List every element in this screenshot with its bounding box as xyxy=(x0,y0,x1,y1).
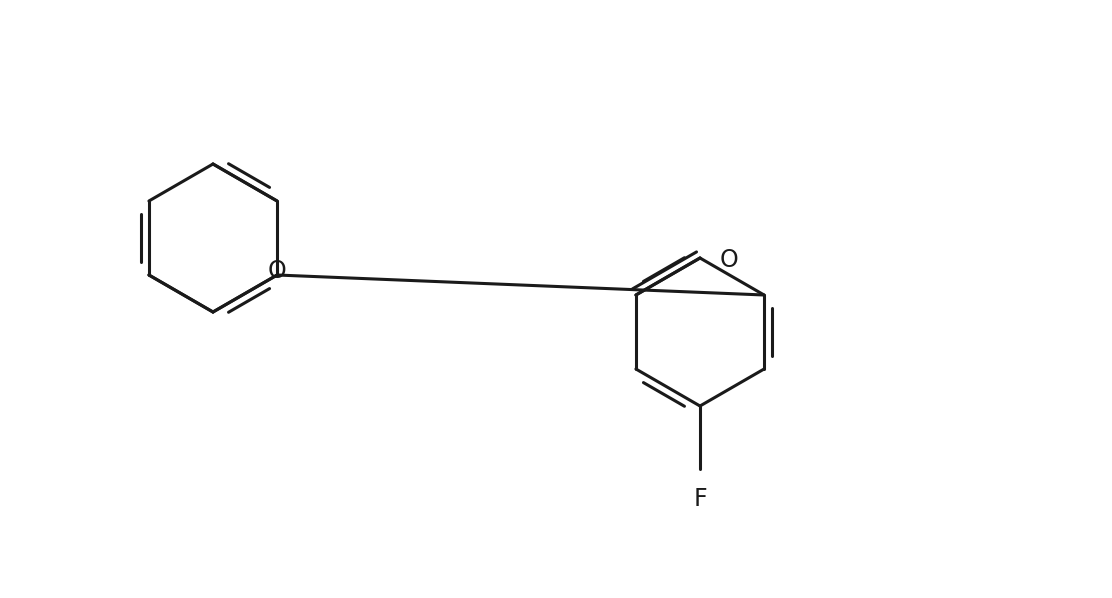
Text: F: F xyxy=(693,487,707,511)
Text: O: O xyxy=(719,248,738,272)
Text: O: O xyxy=(268,259,287,283)
